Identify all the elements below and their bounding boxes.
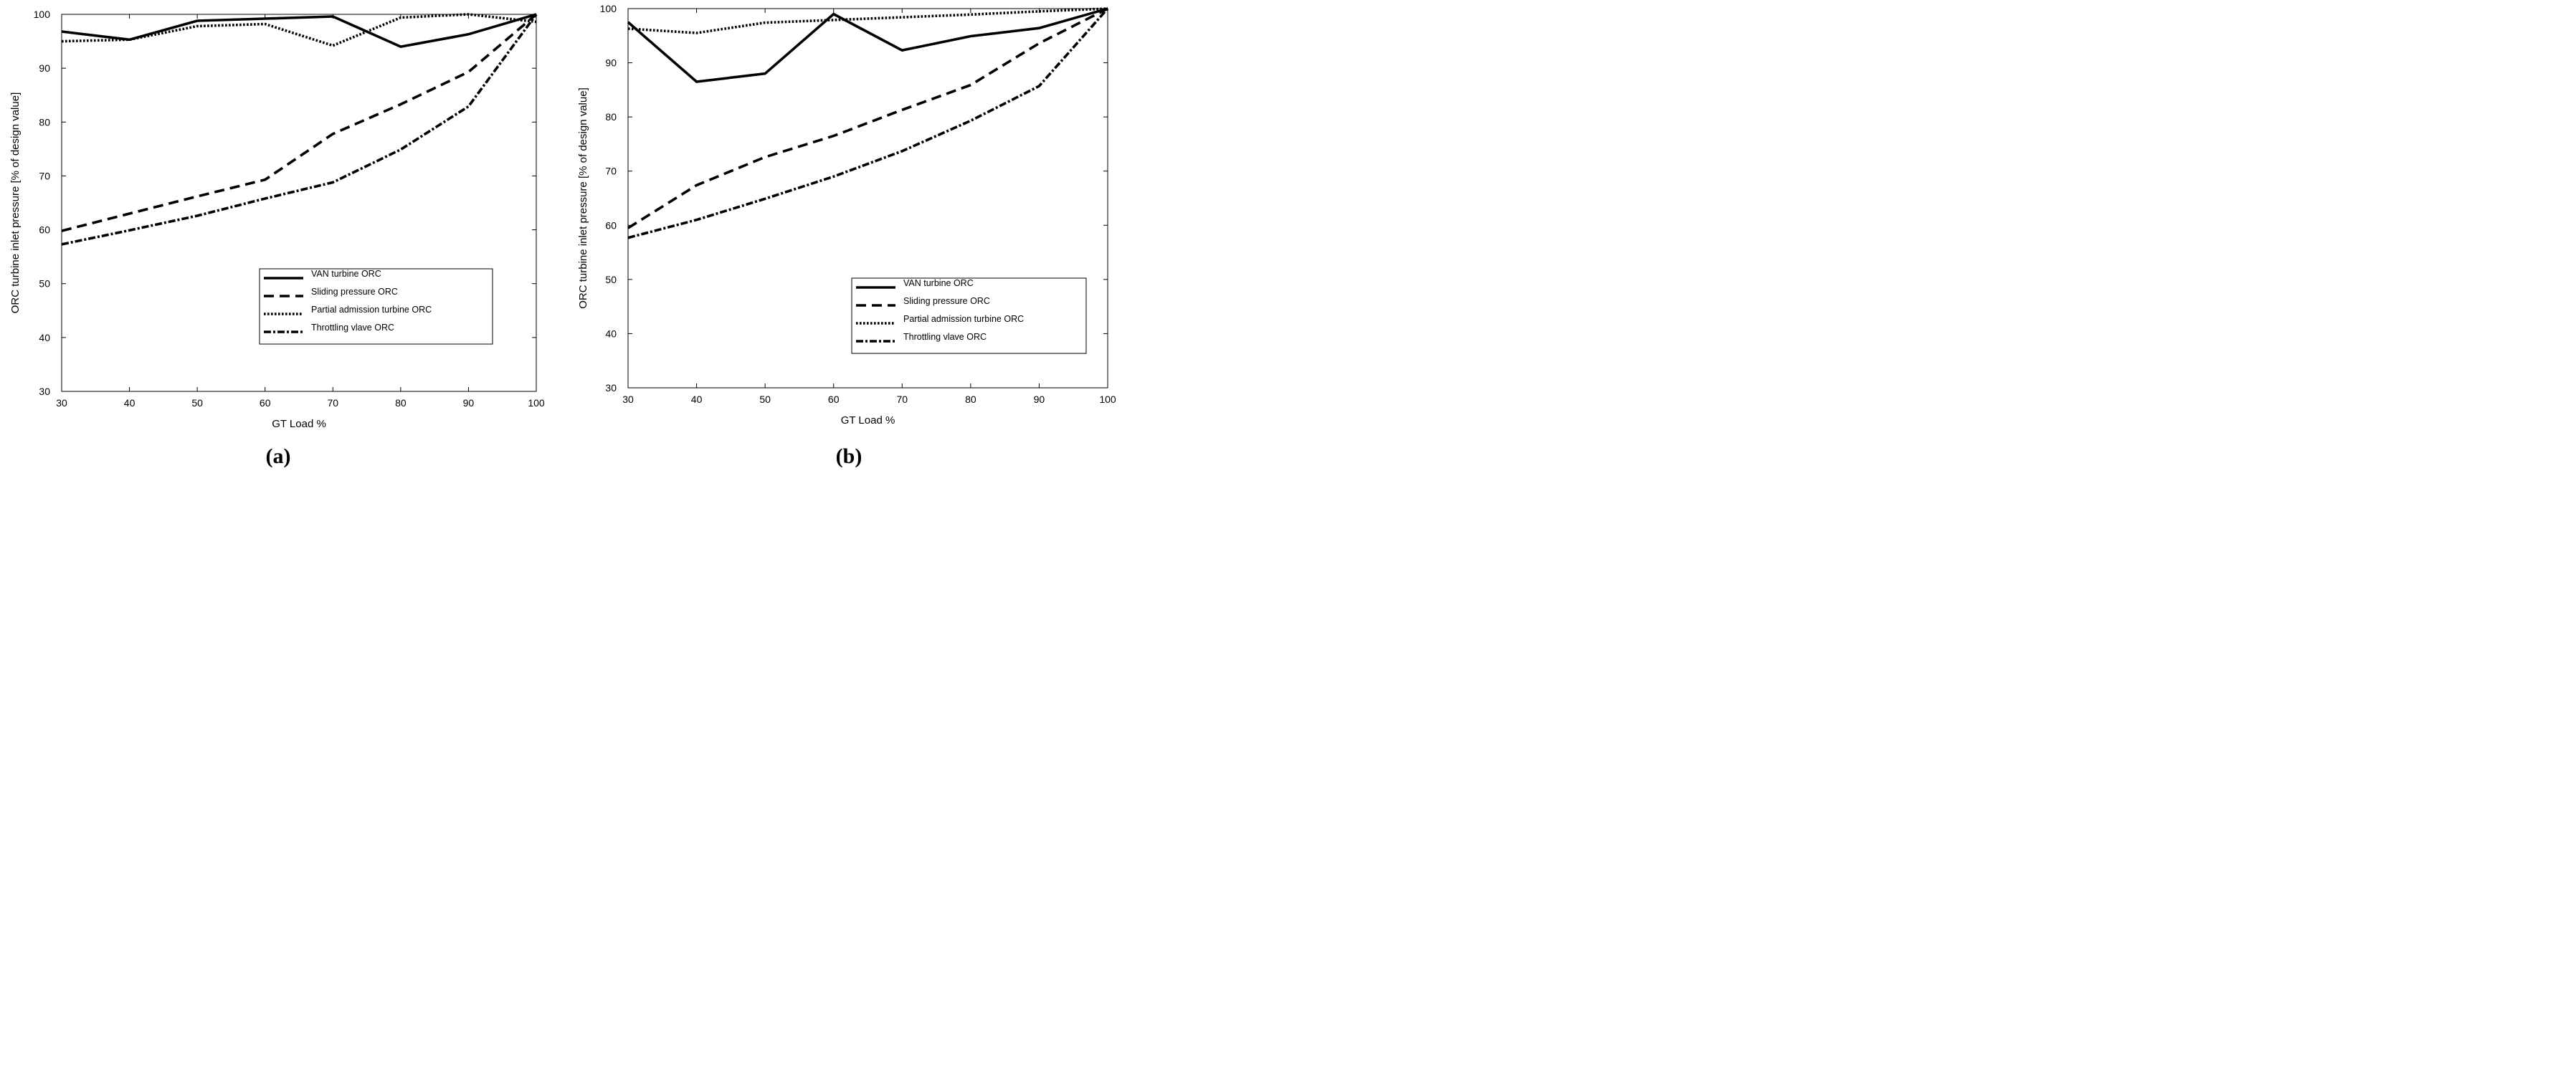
y-axis-label: ORC turbine inlet pressure [% of design … [9, 92, 22, 314]
x-axis-label: GT Load % [841, 414, 895, 427]
y-tick-label: 30 [605, 382, 617, 394]
panel-label: (b) [836, 444, 862, 468]
x-tick-label: 50 [191, 397, 203, 409]
x-tick-label: 40 [691, 394, 703, 405]
y-tick-label: 50 [605, 274, 617, 285]
x-tick-label: 80 [965, 394, 976, 405]
y-tick-label: 40 [39, 332, 50, 343]
x-axis-label: GT Load % [272, 418, 326, 430]
legend-entry-label: Sliding pressure ORC [311, 287, 398, 297]
y-tick-label: 30 [39, 386, 50, 397]
x-tick-label: 100 [528, 397, 545, 409]
figure: 30 40 50 60 70 80 90 100 30 40 50 60 70 80 90 100 GT Loa… [9, 3, 1116, 468]
y-tick-label: 50 [39, 278, 50, 290]
y-tick-label: 70 [39, 170, 50, 181]
y-tick-label: 40 [605, 328, 617, 339]
x-tick-label: 40 [124, 397, 136, 409]
y-tick-label: 60 [39, 224, 50, 236]
x-tick-label: 60 [828, 394, 840, 405]
x-tick-label: 80 [395, 397, 407, 409]
x-tick-label: 90 [463, 397, 475, 409]
chart-a: 30 40 50 60 70 80 90 100 30 40 50 60 70 80 90 100 GT Loa… [9, 9, 545, 468]
legend-entry-label: Sliding pressure ORC [903, 296, 990, 306]
legend-box [259, 268, 493, 345]
y-tick-label: 90 [605, 57, 617, 69]
x-tick-label: 70 [327, 397, 338, 409]
series-line-dashed [61, 13, 538, 232]
x-tick-label: 50 [759, 394, 771, 405]
x-tick-label: 30 [622, 394, 634, 405]
panel-label: (a) [266, 444, 291, 468]
legend-entry-label: Partial admission turbine ORC [903, 314, 1024, 324]
legend-entry-label: Throttling vlave ORC [903, 332, 987, 342]
y-axis-label: ORC turbine inlet pressure [% of design … [577, 87, 589, 309]
x-tick-label: 30 [56, 397, 67, 409]
series-line-dashed [627, 7, 1108, 229]
legend-entry-label: VAN turbine ORC [903, 278, 974, 288]
y-tick-label: 80 [39, 116, 50, 128]
y-tick-label: 100 [34, 9, 51, 20]
legend-entry-label: Throttling vlave ORC [311, 323, 394, 333]
x-tick-label: 90 [1034, 394, 1045, 405]
y-tick-label: 90 [39, 62, 50, 74]
series-line-solid [61, 13, 537, 48]
legend-entry-label: VAN turbine ORC [311, 269, 381, 279]
x-tick-label: 100 [1099, 394, 1116, 405]
legend-entry-label: Partial admission turbine ORC [311, 305, 432, 315]
y-tick-label: 70 [605, 166, 617, 177]
series-line-dotted [61, 13, 537, 47]
plot-area-frame [61, 14, 537, 392]
y-tick-label: 60 [605, 219, 617, 231]
legend-box [851, 277, 1087, 354]
series-line-dotted [627, 7, 1108, 34]
y-tick-label: 80 [605, 111, 617, 123]
series-line-dashdot [61, 13, 538, 246]
series-line-solid [627, 7, 1108, 83]
y-tick-label: 100 [600, 3, 617, 14]
plot-area-frame [627, 8, 1108, 389]
series-line-dashdot [627, 7, 1109, 239]
chart-b: 30 40 50 60 70 80 90 100 30 40 50 60 70 80 90 100 GT Loa… [577, 3, 1116, 468]
x-tick-label: 70 [896, 394, 908, 405]
x-tick-label: 60 [260, 397, 271, 409]
